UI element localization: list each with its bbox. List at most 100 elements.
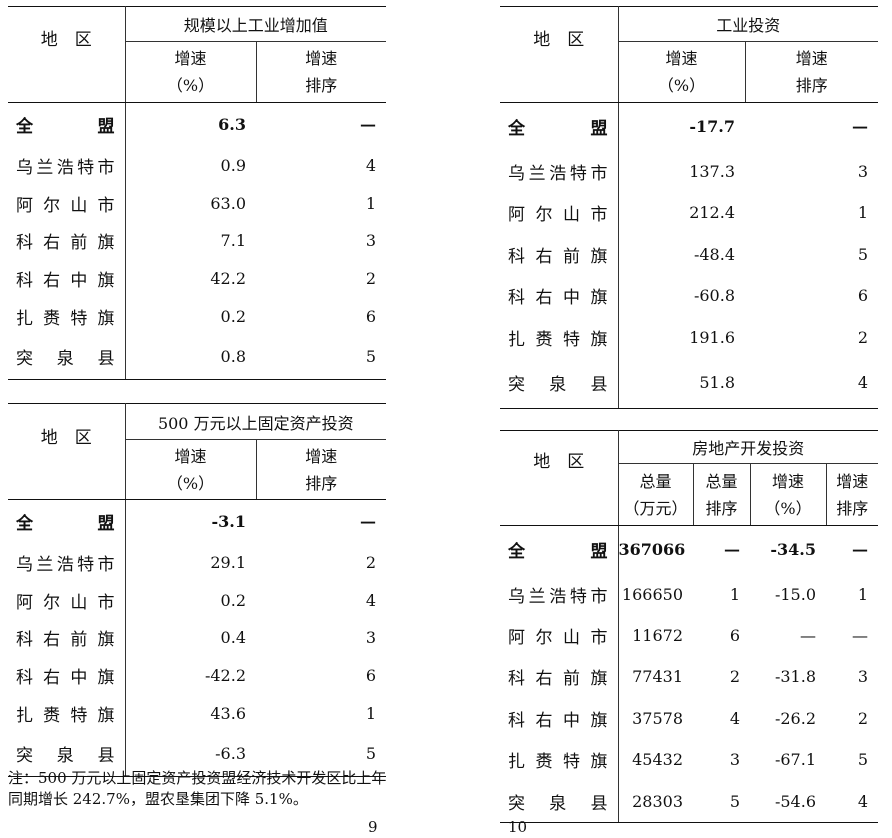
cell-value: 1 [365,703,377,723]
table-title: 房地产开发投资 [617,430,879,464]
table-row: 科右前旗 0.4 3 [8,619,386,657]
region-name: 扎赉特旗 [508,329,608,350]
cell-value: 2 [729,667,740,687]
cell-value: -48.4 [617,233,745,275]
column-header: 总量 （万元） [617,463,693,526]
cell-value: -6.3 [124,732,256,777]
table-row: 科右前旗 7.1 3 [8,222,386,260]
cell-value: 367066 [617,525,693,574]
column-header: 增速 （%） [124,439,256,500]
cell-value: -42.2 [124,656,256,695]
region-name: 扎赉特旗 [508,752,608,773]
table-row: 科右中旗 -42.2 6 [8,656,386,695]
table-row: 全盟 -17.7 — [500,102,878,151]
cell-value: 5 [256,732,387,777]
cell-value: 0.2 [124,581,256,620]
cell-value: 5 [857,750,869,770]
table-fixed-asset-investment: 地 区 500 万元以上固定资产投资 增速 （%） 增速 排序 全盟 -3.1 — 乌兰浩特市… [8,403,387,777]
region-name: 扎赉特旗 [16,705,115,726]
cell-value: 1 [365,193,377,213]
cell-value: 1 [857,584,869,604]
cell-value: 45432 [617,738,693,781]
cell-value: 63.0 [124,184,256,223]
table-row: 乌兰浩特市 0.9 4 [8,146,386,185]
cell-value: 6 [729,625,740,645]
cell-value: 51.8 [617,358,745,409]
cell-value: 3 [365,231,377,251]
table-industrial-value-added: 地 区规模以上工业增加值 增速 （%） 增速 排序 全盟 6.3 — 乌兰浩特市 0.9 4 阿尔… [8,6,387,380]
region-name: 乌兰浩特市 [508,586,608,607]
table-row: 科右前旗 77431 2 -31.8 3 [500,656,878,698]
region-name: 乌兰浩特市 [16,158,115,179]
cell-value: 5 [693,780,750,823]
cell-value: -54.6 [750,780,826,823]
table-row: 科右中旗 37578 4 -26.2 2 [500,697,878,739]
region-name: 科右前旗 [16,233,115,254]
column-header: 增速 （%） [749,463,826,526]
cell-value: -26.2 [774,708,816,728]
cell-value: -15.0 [774,584,816,604]
region-name: 科右中旗 [16,668,115,689]
cell-value: -67.1 [774,750,816,770]
region-name: 突泉县 [8,732,125,777]
cell-value: 0.8 [124,335,256,380]
cell-value: 212.4 [617,192,745,234]
cell-value: 6 [857,286,869,306]
cell-value: 4 [365,156,377,176]
cell-value: 2 [365,269,377,289]
cell-value: 3 [365,628,377,648]
region-name: 扎赉特旗 [16,308,115,329]
cell-value: 3 [857,667,869,687]
table-row: 乌兰浩特市 166650 1 -15.0 1 [500,573,878,615]
cell-value: 6.3 [124,102,256,147]
table-row: 突泉县 51.8 4 [500,358,879,409]
region-name: 全盟 [508,119,608,140]
table-row: 阿尔山市 0.2 4 [8,581,386,620]
cell-value: -31.8 [774,667,816,687]
column-header: 增速 排序 [255,439,387,500]
region-name: 科右前旗 [508,669,608,690]
cell-value: — [852,625,869,645]
table-row: 全盟 367066 — -34.5 — [500,525,878,574]
cell-value: 42.2 [124,259,256,298]
region-name: 突泉县 [8,335,125,380]
cell-value: 2 [365,553,377,573]
table-row: 突泉县 0.8 5 [8,335,387,380]
cell-value: 6 [365,666,377,686]
cell-value: 7.1 [124,222,256,260]
cell-value: 77431 [617,656,693,698]
cell-value: 43.6 [124,694,256,733]
table-row: 全盟 -3.1 — [8,499,386,544]
region-name: 突泉县 [500,358,618,409]
table-row: 扎赉特旗 45432 3 -67.1 5 [500,738,878,781]
table-row: 乌兰浩特市 29.1 2 [8,543,386,582]
region-name: 阿尔山市 [16,195,115,216]
cell-value: — [360,512,377,532]
page-number-left: 9 [368,818,378,836]
cell-value: 4 [365,590,377,610]
cell-value: 4 [729,708,740,728]
cell-value: -34.5 [770,540,816,560]
cell-value: 2 [857,327,869,347]
region-name: 全盟 [508,542,608,563]
cell-value: 5 [256,335,387,380]
cell-value: 166650 [617,573,693,615]
column-header: 增速 排序 [825,463,879,526]
cell-value: 28303 [617,780,693,823]
column-header: 增速 排序 [255,41,387,103]
cell-value: -3.1 [124,499,256,544]
table-row: 突泉县 -6.3 5 [8,732,387,777]
region-name: 全盟 [16,514,115,535]
cell-value: — [724,540,740,560]
cell-value: 0.2 [124,297,256,336]
table-real-estate-investment: 地 区房地产开发投资 总量 （万元） 总量 排序 增速 （%） 增速 排序 全盟 36706… [500,430,879,823]
column-header: 增速 （%） [124,41,256,103]
cell-value: -17.7 [617,102,745,151]
region-header: 地 区 [500,430,618,526]
cell-value: 4 [826,780,879,823]
region-name: 科右中旗 [508,288,608,309]
cell-value: 3 [857,161,869,181]
region-name: 全盟 [16,117,115,138]
cell-value: 6 [365,306,377,326]
region-header: 地 区 [8,403,125,500]
